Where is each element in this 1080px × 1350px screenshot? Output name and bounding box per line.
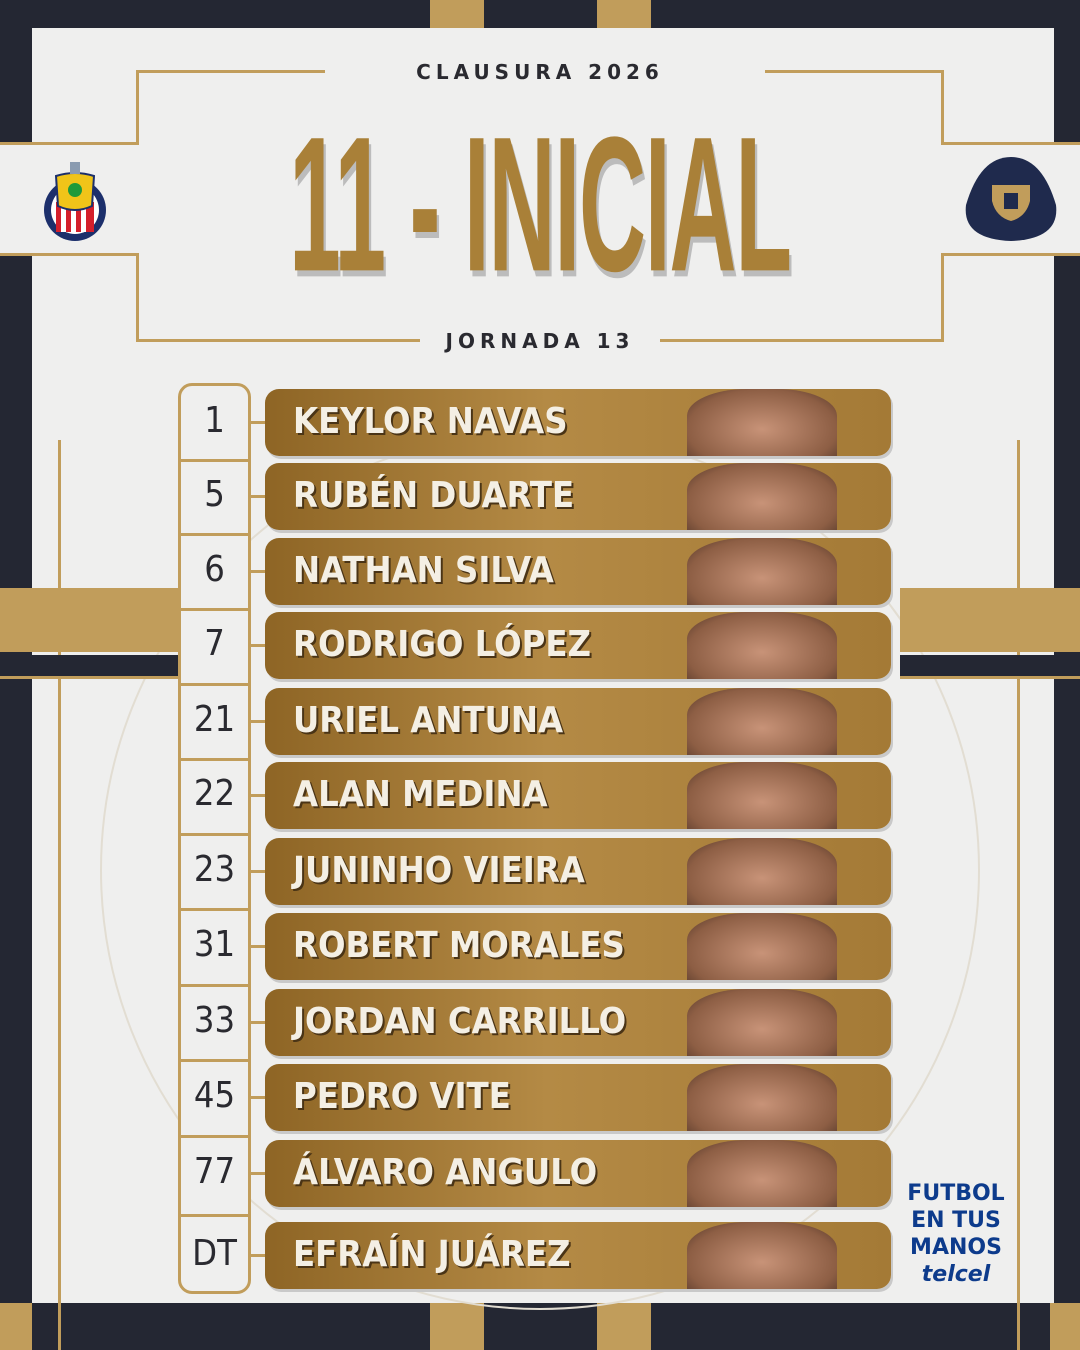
- number-separator: [180, 1135, 249, 1138]
- number-separator: [180, 984, 249, 987]
- number-separator: [180, 758, 249, 761]
- player-number: 7: [204, 623, 225, 664]
- player-photo: [687, 538, 837, 605]
- player-photo: [687, 463, 837, 530]
- player-photo: [687, 389, 837, 456]
- pumas-crest-icon: [962, 155, 1060, 243]
- frame-gap: [420, 334, 660, 348]
- connector: [251, 870, 265, 873]
- number-separator: [180, 608, 249, 611]
- number-separator: [180, 1059, 249, 1062]
- matchday-label: JORNADA 13: [445, 329, 635, 353]
- player-number: 21: [193, 699, 236, 740]
- player-row: PEDRO VITE: [265, 1064, 891, 1131]
- connector: [251, 720, 265, 723]
- player-number: 31: [193, 924, 236, 965]
- player-number: 45: [193, 1075, 236, 1116]
- number-separator: [180, 833, 249, 836]
- deco-line: [58, 440, 61, 1350]
- player-number: 77: [193, 1151, 236, 1192]
- player-row: NATHAN SILVA: [265, 538, 891, 605]
- player-photo: [687, 1064, 837, 1131]
- connector: [251, 1254, 265, 1257]
- player-number: 22: [193, 773, 236, 814]
- connector: [251, 794, 265, 797]
- player-row: KEYLOR NAVAS: [265, 389, 891, 456]
- player-name: URIEL ANTUNA: [293, 700, 564, 741]
- player-name: ÁLVARO ANGULO: [293, 1152, 598, 1193]
- player-photo: [687, 612, 837, 679]
- player-name: EFRAÍN JUÁREZ: [293, 1234, 571, 1275]
- player-photo: [687, 989, 837, 1056]
- connector: [251, 1021, 265, 1024]
- player-name: JUNINHO VIEIRA: [293, 850, 585, 891]
- player-row: JUNINHO VIEIRA: [265, 838, 891, 905]
- player-photo: [687, 688, 837, 755]
- number-separator: [180, 1214, 249, 1217]
- sponsor-line: EN TUS: [911, 1208, 1001, 1233]
- player-number: 23: [193, 849, 236, 890]
- player-photo: [687, 913, 837, 980]
- side-band-left-dark: [0, 655, 178, 679]
- player-row: EFRAÍN JUÁREZ: [265, 1222, 891, 1289]
- sponsor-line: MANOS: [910, 1235, 1002, 1260]
- deco-block: [430, 0, 484, 28]
- player-row: ALAN MEDINA: [265, 762, 891, 829]
- side-band-left: [0, 588, 178, 652]
- connector: [251, 495, 265, 498]
- sponsor-logo: FUTBOL EN TUS MANOS telcel: [898, 1180, 1014, 1288]
- side-band-right-dark: [900, 655, 1080, 679]
- player-number: 1: [204, 400, 225, 441]
- player-name: NATHAN SILVA: [293, 550, 554, 591]
- player-name: ROBERT MORALES: [293, 925, 625, 966]
- player-name: KEYLOR NAVAS: [293, 401, 568, 442]
- sponsor-line: FUTBOL: [907, 1181, 1005, 1206]
- player-photo: [687, 1140, 837, 1207]
- connector: [251, 1096, 265, 1099]
- deco-block: [597, 0, 651, 28]
- chivas-crest-icon: [42, 160, 108, 242]
- connector: [251, 421, 265, 424]
- connector: [251, 1172, 265, 1175]
- number-separator: [180, 459, 249, 462]
- player-row: JORDAN CARRILLO: [265, 989, 891, 1056]
- player-number: 33: [193, 1000, 236, 1041]
- player-row: ÁLVARO ANGULO: [265, 1140, 891, 1207]
- player-photo: [687, 1222, 837, 1289]
- season-label: CLAUSURA 2026: [416, 60, 664, 84]
- player-name: RODRIGO LÓPEZ: [293, 624, 591, 665]
- player-row: RODRIGO LÓPEZ: [265, 612, 891, 679]
- deco-block: [597, 1303, 651, 1350]
- frame-gap: [325, 64, 765, 78]
- connector: [251, 945, 265, 948]
- player-number: 5: [204, 474, 225, 515]
- deco-block: [0, 1303, 32, 1350]
- deco-block: [1050, 1303, 1080, 1350]
- player-row: RUBÉN DUARTE: [265, 463, 891, 530]
- player-number: 6: [204, 549, 225, 590]
- deco-line: [1017, 440, 1020, 1350]
- player-photo: [687, 762, 837, 829]
- player-number: DT: [192, 1233, 237, 1274]
- player-name: RUBÉN DUARTE: [293, 475, 575, 516]
- player-name: PEDRO VITE: [293, 1076, 511, 1117]
- player-name: JORDAN CARRILLO: [293, 1001, 627, 1042]
- player-name: ALAN MEDINA: [293, 774, 548, 815]
- number-separator: [180, 908, 249, 911]
- player-row: URIEL ANTUNA: [265, 688, 891, 755]
- connector: [251, 644, 265, 647]
- number-separator: [180, 683, 249, 686]
- page-title: 11 - INICIAL: [289, 96, 792, 312]
- player-photo: [687, 838, 837, 905]
- side-band-right: [900, 588, 1080, 652]
- connector: [251, 570, 265, 573]
- player-row: ROBERT MORALES: [265, 913, 891, 980]
- telcel-wordmark: telcel: [921, 1262, 991, 1287]
- deco-block: [430, 1303, 484, 1350]
- number-separator: [180, 533, 249, 536]
